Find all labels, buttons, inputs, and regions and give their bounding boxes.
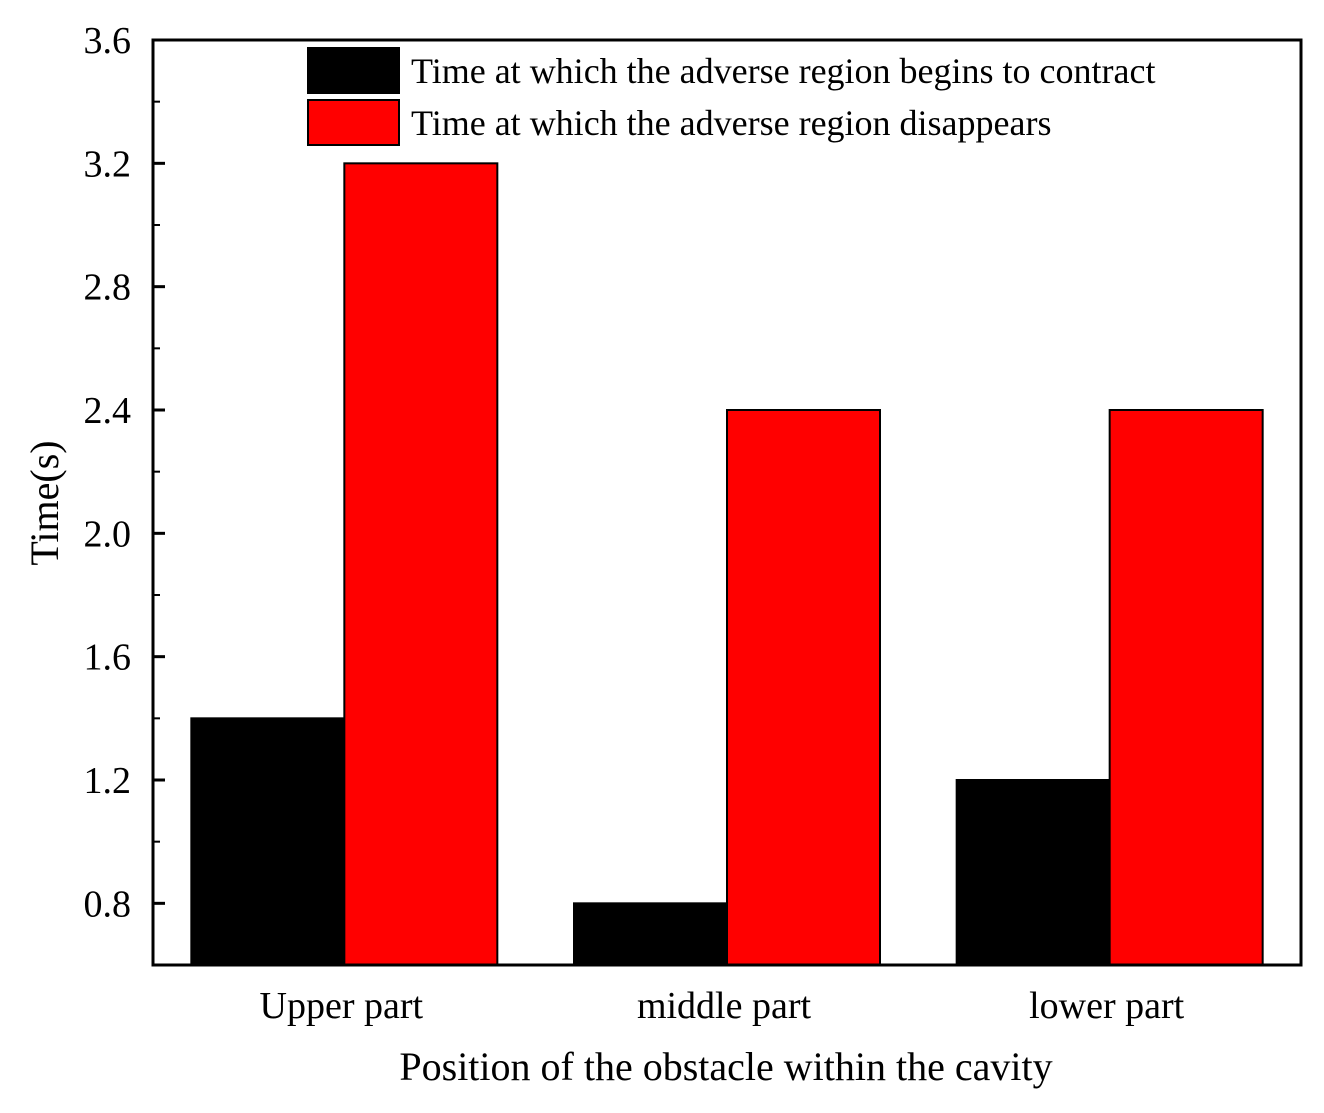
bar-contract-2: [573, 902, 728, 966]
x-axis: Upper part middle part lower part: [260, 985, 1185, 1027]
legend-swatch-2: [307, 99, 400, 146]
y-tick-label: 3.6: [84, 20, 132, 62]
y-tick-label: 0.8: [84, 883, 132, 925]
legend-swatch-1: [307, 47, 400, 94]
bar-disappear-1: [343, 162, 499, 967]
legend-label-2: Time at which the adverse region disappe…: [411, 103, 1052, 143]
y-tick-label: 2.0: [84, 513, 132, 555]
legend: Time at which the adverse region begins …: [307, 47, 1155, 146]
x-tick-label: lower part: [1029, 985, 1185, 1027]
plot-frame: [151, 38, 1303, 967]
bar-contract-1: [190, 717, 346, 966]
y-tick-label: 2.4: [84, 390, 132, 432]
x-tick-label: middle part: [637, 985, 812, 1027]
x-axis-title: Position of the obstacle within the cavi…: [399, 1044, 1052, 1089]
x-tick-label: Upper part: [260, 985, 424, 1027]
legend-label-1: Time at which the adverse region begins …: [411, 51, 1155, 91]
y-tick-label: 1.2: [84, 760, 132, 802]
y-tick-label: 2.8: [84, 267, 132, 309]
y-tick-label: 1.6: [84, 637, 132, 679]
bar-disappear-2: [726, 409, 881, 966]
y-axis: 0.8 1.2 1.6 2.0 2.4 2.8 3.2 3.6: [84, 20, 165, 966]
bar-disappear-3: [1108, 409, 1264, 966]
y-tick-label: 3.2: [84, 143, 132, 185]
y-axis-title: Time(s): [22, 440, 67, 565]
bar-contract-3: [955, 779, 1111, 966]
bars-layer: [190, 162, 1264, 967]
